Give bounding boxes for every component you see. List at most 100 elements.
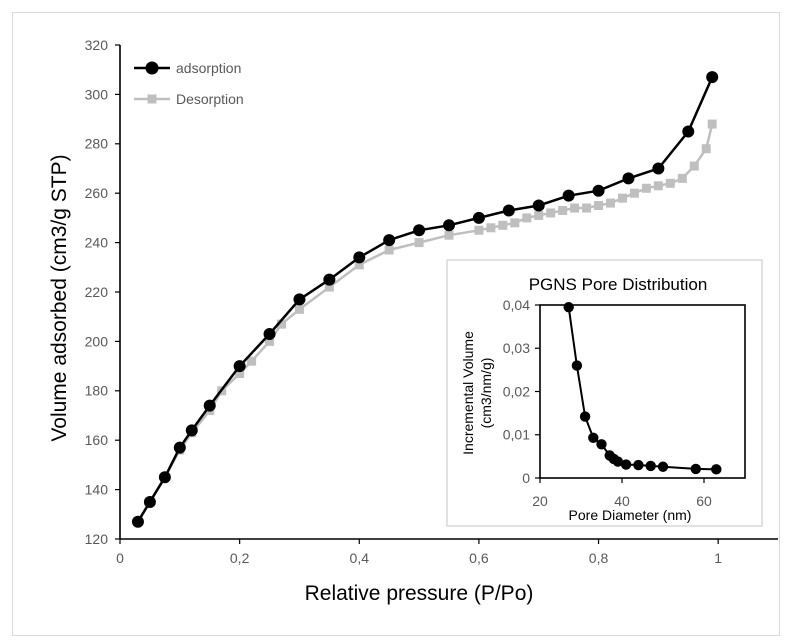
main-point-adsorption [131,515,144,528]
main-point-Desorption [677,173,687,183]
main-y-tick-label: 120 [85,531,109,547]
legend-marker-adsorption [145,61,159,75]
main-point-adsorption [323,273,336,286]
inset-y-tick-label: 0,03 [503,340,530,356]
main-point-Desorption [522,213,532,223]
main-point-Desorption [617,193,627,203]
inset-point-0 [612,456,624,467]
isotherm-plot: 0 0,2 0,4 0,6 0,8 112014016018020022024026028… [85,37,778,566]
inset-x-tick-label: 20 [532,493,548,509]
inset-x-tick-label: 60 [696,493,712,509]
main-point-adsorption [622,172,635,185]
main-y-axis-label: Volume adsorbed (cm3/g STP) [48,154,71,441]
main-point-Desorption [689,161,699,171]
main-point-adsorption [293,293,306,306]
main-point-Desorption [324,282,334,292]
main-point-Desorption [384,245,394,255]
inset-y-tick-label: 0,01 [503,427,530,443]
main-point-Desorption [653,181,663,191]
main-point-adsorption [185,424,198,437]
main-point-Desorption [641,183,651,193]
main-point-adsorption [383,234,396,247]
main-point-adsorption [233,360,246,373]
main-y-tick-label: 140 [85,482,109,498]
main-x-tick-label: 0,4 [350,550,370,566]
main-point-Desorption [582,203,592,213]
inset-border [446,259,763,527]
main-point-adsorption [502,204,515,217]
main-point-Desorption [265,336,275,346]
main-point-adsorption [263,327,276,340]
inset-y-tick-label: 0 [522,470,530,486]
inset-point-0 [620,459,632,470]
main-y-tick-label: 160 [85,432,109,448]
main-point-Desorption [510,218,520,228]
main-x-tick-label: 0 [116,550,124,566]
main-point-adsorption [592,184,605,197]
main-point-adsorption [682,125,695,138]
inset-point-0 [588,432,599,443]
inset-point-0 [711,464,722,475]
main-x-tick-label: 0,8 [589,550,609,566]
main-y-tick-label: 180 [85,383,109,399]
inset-plot: 20 40 60 0 0,01 0,02 0,03 0,04 [503,297,746,509]
main-point-Desorption [498,220,508,230]
pore-distribution-inset: PGNS Pore Distribution Pore Diameter (nm… [446,259,763,527]
main-y-tick-label: 300 [85,86,109,102]
main-x-tick-label: 0,6 [469,550,489,566]
main-y-tick-label: 200 [85,333,109,349]
main-y-tick-label: 240 [85,235,109,251]
inset-y-axis-label-line2: (cm3/nm/g) [478,358,494,429]
main-point-adsorption [443,219,455,232]
inset-y-axis-label-line1: Incremental Volume [460,331,476,455]
main-point-adsorption [413,224,426,237]
inset-point-0 [571,360,583,371]
main-point-Desorption [629,188,639,198]
main-y-tick-label: 280 [85,136,109,152]
main-y-tick-label: 220 [85,284,109,300]
main-x-tick-label: 1 [714,550,722,566]
main-x-axis-label: Relative pressure (P/Po) [305,582,534,605]
main-point-adsorption [652,162,665,175]
main-y-tick-label: 320 [85,37,109,53]
main-point-adsorption [203,399,216,412]
main-point-Desorption [486,223,496,233]
main-point-Desorption [534,210,544,220]
main-point-Desorption [354,260,364,270]
main-point-adsorption [173,441,186,454]
main-point-adsorption [472,211,485,224]
main-point-Desorption [444,230,454,240]
main-point-adsorption [706,71,719,84]
main-point-adsorption [143,495,156,508]
inset-x-axis-label: Pore Diameter (nm) [569,507,692,523]
legend-label-adsorption: adsorption [176,60,241,76]
main-point-Desorption [558,205,568,215]
main-point-Desorption [235,369,245,379]
main-point-Desorption [474,225,484,235]
main-point-Desorption [707,119,717,129]
inset-point-0 [633,459,644,471]
main-point-adsorption [353,251,366,264]
main-y-tick-label: 260 [85,185,109,201]
inset-title: PGNS Pore Distribution [529,275,708,294]
inset-y-tick-label: 0,02 [503,383,530,399]
main-point-Desorption [294,304,304,314]
legend: adsorption Desorption [134,60,244,107]
inset-point-0 [690,463,701,475]
main-point-Desorption [665,178,675,188]
legend-marker-Desorption [147,94,157,104]
inset-point-0 [563,301,574,313]
main-point-Desorption [594,201,604,211]
main-point-Desorption [570,203,580,213]
main-point-Desorption [701,144,711,154]
inset-point-0 [579,411,591,422]
main-point-Desorption [247,356,257,366]
main-point-Desorption [277,319,287,329]
inset-x-tick-label: 40 [614,493,630,509]
main-point-Desorption [606,198,616,208]
inset-point-0 [645,460,656,472]
main-point-adsorption [562,189,575,202]
main-point-Desorption [414,238,424,248]
main-point-adsorption [532,199,545,212]
main-point-adsorption [158,471,171,484]
